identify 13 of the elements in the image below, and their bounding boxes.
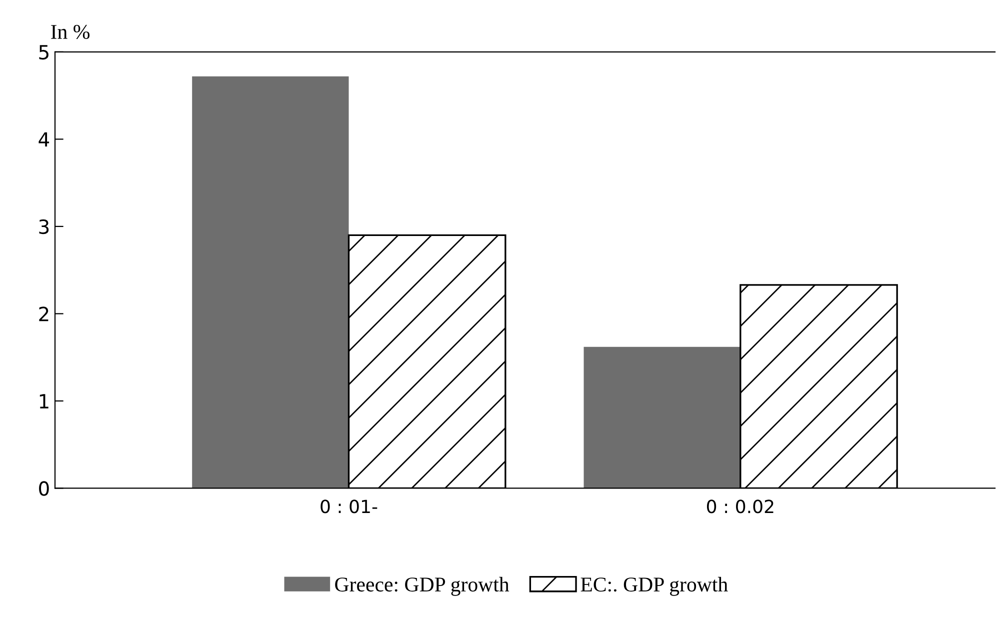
y-tick-label: 4 bbox=[38, 132, 50, 147]
x-tick-label: 0 : 0.02 bbox=[706, 500, 774, 514]
y-tick-label: 3 bbox=[39, 219, 49, 234]
x-tick-label: 0 : 01- bbox=[320, 500, 378, 514]
bar bbox=[584, 346, 740, 488]
y-axis-title: In % bbox=[51, 24, 90, 40]
bar bbox=[192, 76, 349, 488]
y-tick-label: 0 bbox=[39, 481, 49, 496]
legend-label: EC:. GDP growth bbox=[580, 576, 728, 596]
legend-label: Greece: GDP growth bbox=[335, 576, 510, 596]
y-tick-label: 5 bbox=[39, 45, 48, 60]
y-tick-label: 1 bbox=[40, 394, 48, 408]
y-tick-label: 2 bbox=[39, 306, 48, 322]
